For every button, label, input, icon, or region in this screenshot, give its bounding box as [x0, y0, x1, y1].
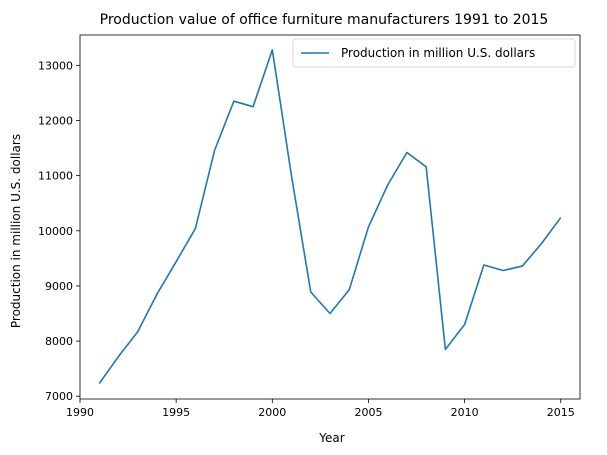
data-point: [462, 322, 466, 326]
plot-frame: [79, 34, 581, 400]
x-tick-label: 2005: [354, 406, 382, 419]
data-point: [366, 225, 370, 229]
data-point: [116, 354, 120, 358]
data-point: [212, 148, 216, 152]
legend-label: Production in million U.S. dollars: [341, 46, 535, 60]
data-point: [174, 259, 178, 263]
y-tick-label: 13000: [38, 59, 73, 72]
series-layer: [97, 48, 563, 385]
x-tick-label: 1995: [162, 406, 190, 419]
data-point: [482, 263, 486, 267]
chart-title: Production value of office furniture man…: [100, 12, 549, 28]
data-point: [385, 183, 389, 187]
series-line: [98, 49, 562, 385]
data-point: [289, 174, 293, 178]
data-point: [347, 288, 351, 292]
data-point: [232, 99, 236, 103]
x-tick-label: 2015: [547, 406, 575, 419]
x-axis-label: Year: [318, 431, 344, 445]
x-tick-label: 2010: [451, 406, 479, 419]
data-point: [251, 104, 255, 108]
data-point: [155, 292, 159, 296]
data-point: [97, 381, 101, 385]
y-axis-label: Production in million U.S. dollars: [9, 134, 23, 328]
y-tick-label: 9000: [45, 280, 73, 293]
data-point: [270, 48, 274, 52]
y-tick-label: 7000: [45, 390, 73, 403]
data-point: [405, 150, 409, 154]
data-point: [193, 226, 197, 230]
data-point: [424, 165, 428, 169]
y-tick-label: 10000: [38, 225, 73, 238]
data-point: [328, 311, 332, 315]
data-point: [501, 268, 505, 272]
y-axis-ticks: 7000 8000 9000 10000 11000 12000 13000: [38, 59, 80, 403]
data-point: [443, 347, 447, 351]
data-point: [135, 330, 139, 334]
data-point: [309, 290, 313, 294]
data-point: [559, 215, 563, 219]
data-point: [520, 264, 524, 268]
legend: Production in million U.S. dollars: [292, 38, 576, 68]
data-point: [539, 241, 543, 245]
legend-box: [292, 38, 576, 68]
x-tick-label: 1990: [66, 406, 94, 419]
y-tick-label: 11000: [38, 170, 73, 183]
y-tick-label: 8000: [45, 335, 73, 348]
x-axis-ticks: 1990 1995 2000 2005 2010 2015: [66, 399, 575, 419]
y-tick-label: 12000: [38, 114, 73, 127]
x-tick-label: 2000: [258, 406, 286, 419]
plot-axes: [79, 34, 581, 400]
